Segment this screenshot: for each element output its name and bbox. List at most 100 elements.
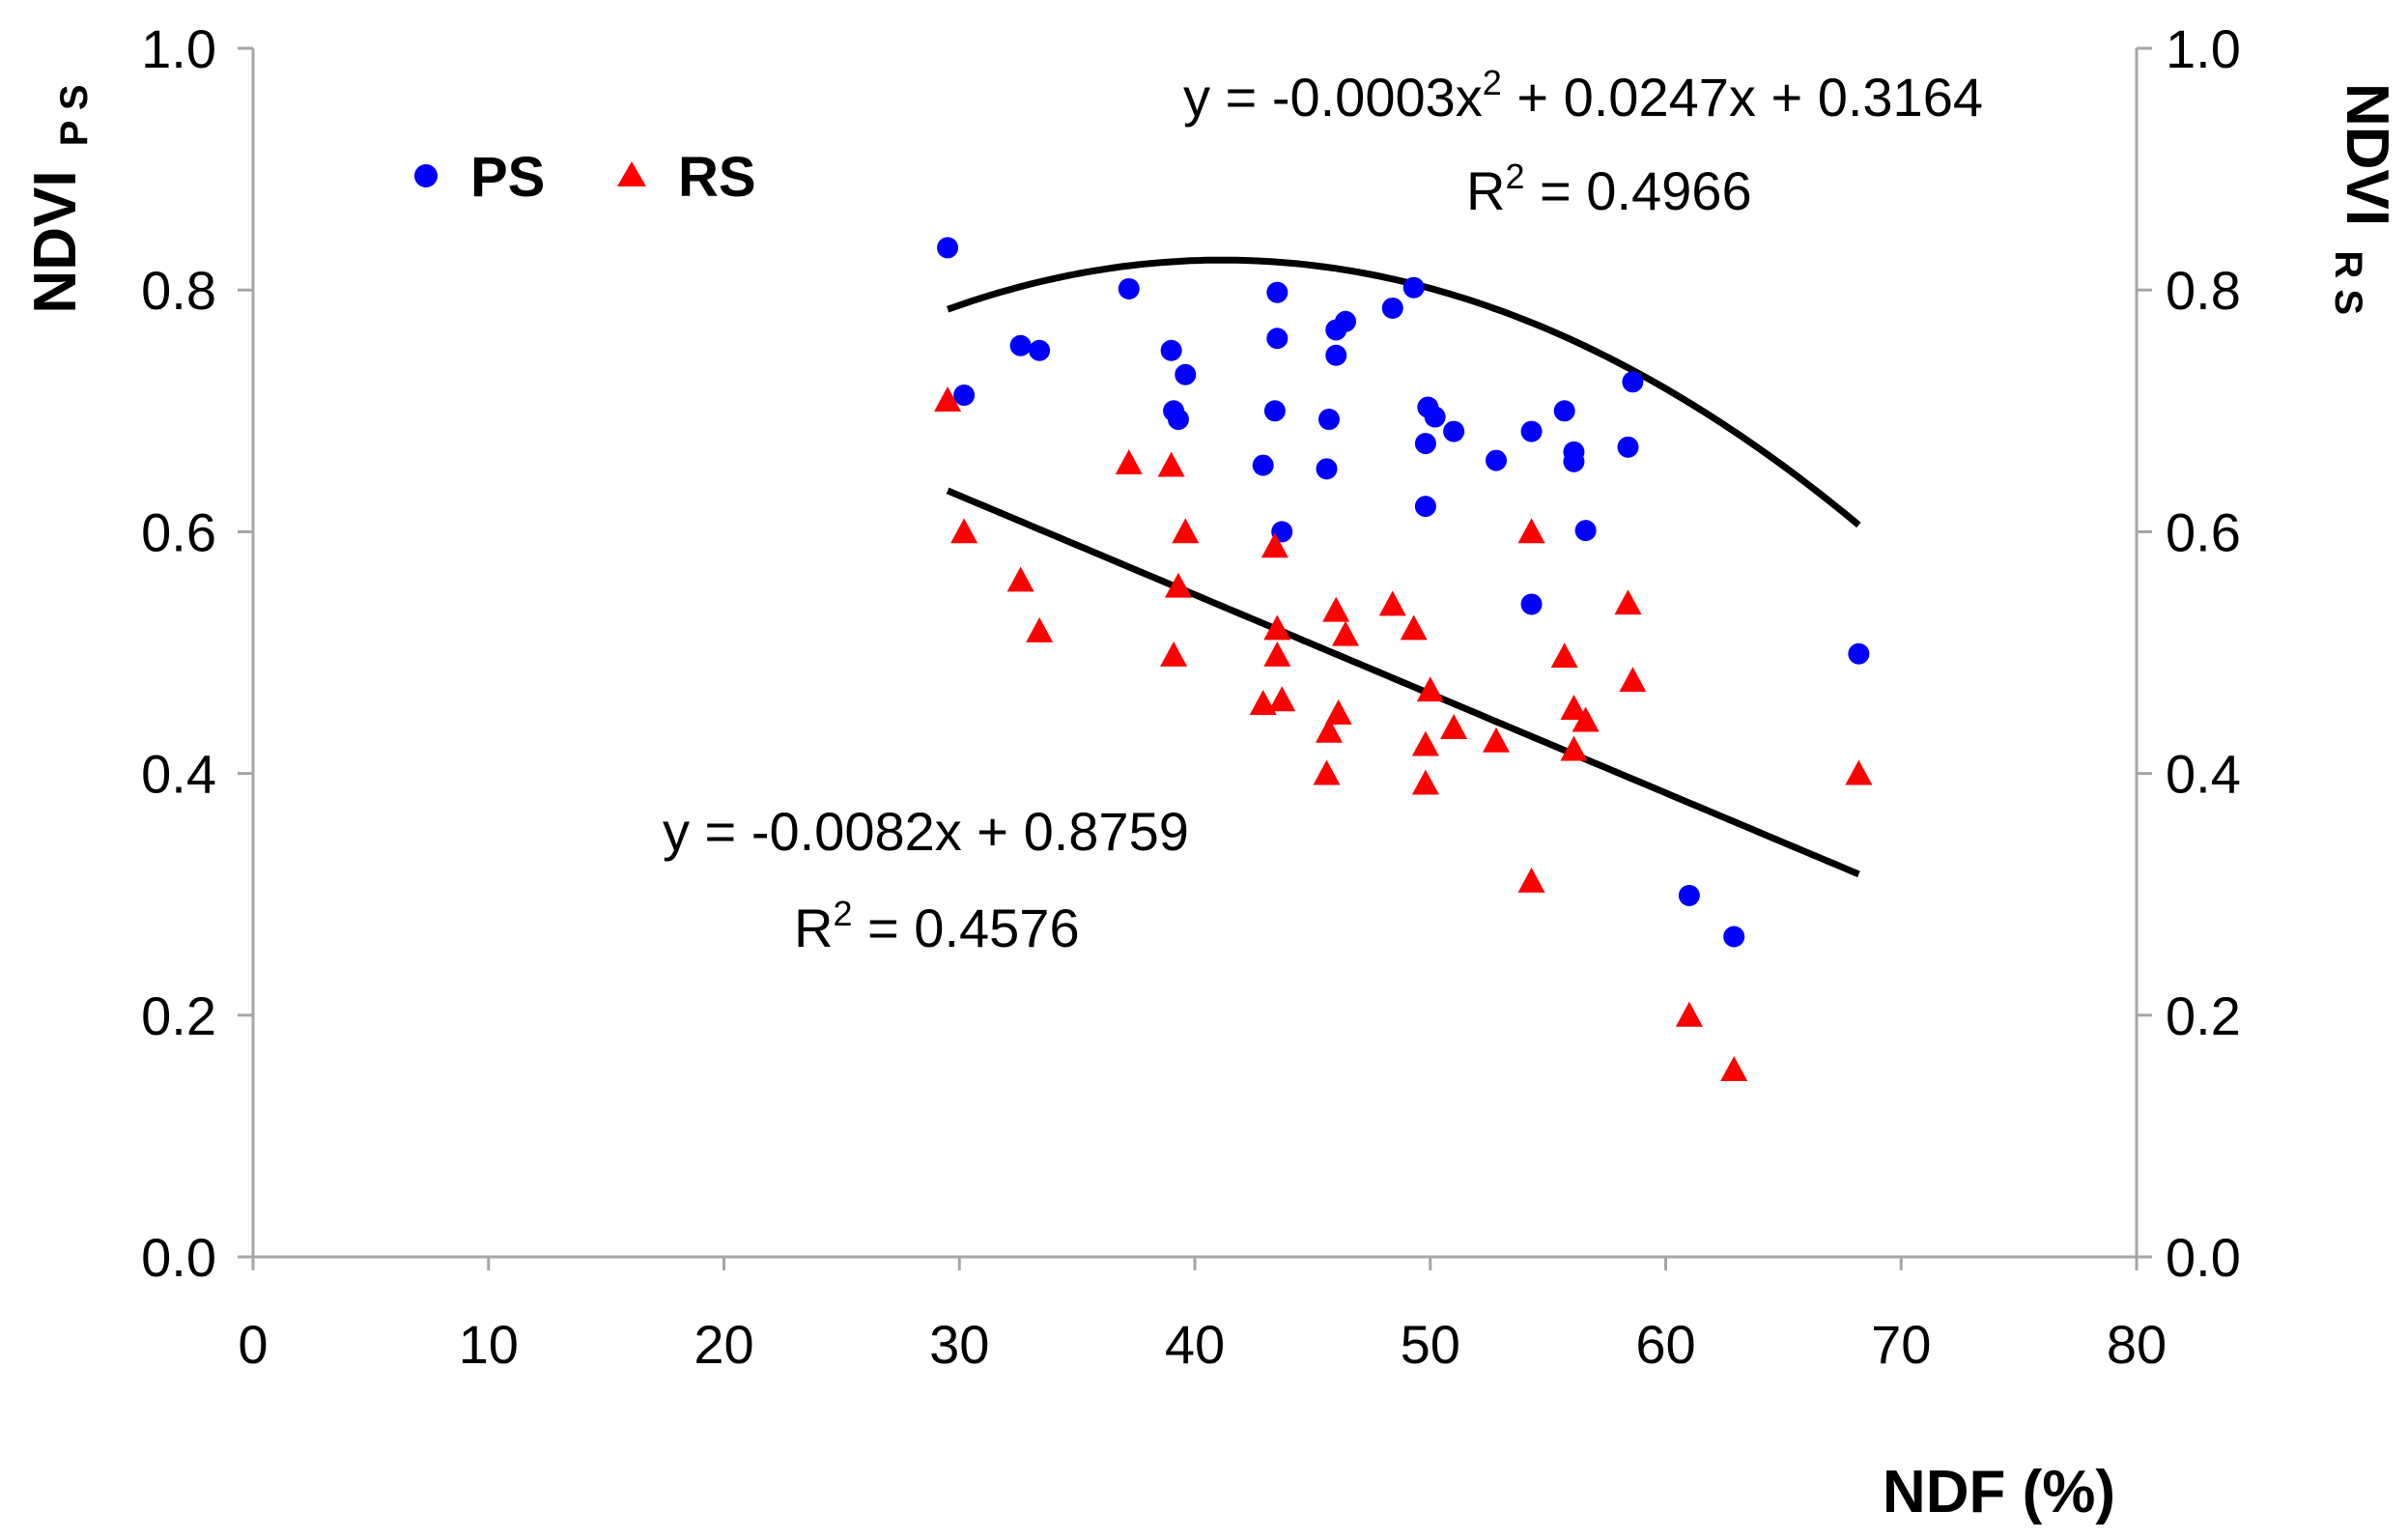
- y-left-tick-label: 0.4: [141, 744, 216, 805]
- ps-data-point: [1317, 409, 1340, 431]
- rs-data-point: [1614, 589, 1642, 615]
- PS-fit-trendline: [946, 256, 1861, 528]
- x-tick-label: 0: [238, 1314, 268, 1375]
- ps-data-point: [1266, 281, 1289, 303]
- x-tick-label: 30: [929, 1314, 989, 1375]
- rs-data-point: [1720, 1056, 1748, 1081]
- y-right-tick-label: 0.6: [2166, 501, 2241, 562]
- ps-data-point: [1443, 420, 1465, 442]
- ps-data-point: [1553, 400, 1575, 422]
- rs-data-point: [1313, 759, 1341, 785]
- rs-data-point: [1006, 566, 1034, 592]
- ps-data-point: [1414, 433, 1436, 455]
- legend-rs-marker-icon: [617, 161, 646, 186]
- x-tick-label: 10: [459, 1314, 519, 1375]
- rs-data-point: [1378, 590, 1406, 616]
- ps-data-point: [1520, 420, 1543, 442]
- x-axis-title: NDF (%): [1883, 1459, 2115, 1525]
- x-tick-label: 80: [2107, 1314, 2167, 1375]
- y-right-tick-label: 0.4: [2166, 744, 2241, 805]
- ps-fit-r2-suffix: = 0.4966: [1524, 160, 1751, 221]
- y-left-tick-label: 0.0: [141, 1227, 216, 1288]
- rs-data-point: [1164, 572, 1192, 598]
- rs-data-point: [1026, 616, 1054, 642]
- ps-data-point: [1486, 449, 1507, 471]
- y-axis-left-title-sub: P S: [53, 84, 96, 146]
- rs-data-point: [1560, 735, 1588, 761]
- rs-fit-r2: R2 = 0.4576: [794, 894, 1080, 958]
- y-right-tick-label: 0.8: [2166, 260, 2241, 321]
- rs-data-point: [1268, 686, 1296, 712]
- rs-data-point: [1517, 867, 1545, 893]
- y-left-tick-label: 0.6: [141, 501, 216, 562]
- legend-ps-marker-icon: [414, 164, 438, 187]
- y-axis-right-ticks: 0.0 0.2 0.4 0.6 0.8 1.0: [2137, 18, 2241, 1288]
- rs-data-point: [1324, 699, 1352, 725]
- ps-data-point: [1520, 593, 1543, 615]
- y-axis-right-title-sub: R S: [2327, 250, 2369, 315]
- ps-fit-r2-sup: 2: [1505, 157, 1524, 196]
- y-right-tick-label: 0.0: [2166, 1227, 2241, 1288]
- rs-data-point: [1675, 1001, 1703, 1027]
- ps-data-point: [1252, 454, 1274, 476]
- rs-data-point: [1263, 641, 1291, 667]
- ps-fit-r2-prefix: R: [1466, 160, 1505, 221]
- ps-fit-equation-prefix: y = -0.0003x: [1183, 67, 1483, 128]
- ps-data-point: [1563, 450, 1585, 472]
- rs-data-point: [1619, 667, 1647, 693]
- rs-data-point: [1332, 620, 1359, 646]
- x-tick-label: 70: [1871, 1314, 1931, 1375]
- rs-data-point: [1550, 642, 1578, 669]
- ps-data-point: [1848, 642, 1870, 665]
- y-right-tick-label: 1.0: [2166, 18, 2241, 79]
- x-tick-label: 20: [694, 1314, 753, 1375]
- y-axis-right-title: NDVI R S: [2327, 83, 2400, 315]
- rs-data-point: [1172, 518, 1200, 544]
- rs-data-point: [950, 518, 978, 544]
- data-points: [934, 237, 1873, 1081]
- ps-data-point: [937, 237, 959, 259]
- ps-data-point: [1266, 328, 1289, 350]
- y-left-tick-label: 1.0: [141, 18, 216, 79]
- ps-fit-equation-sup: 2: [1483, 63, 1502, 102]
- rs-data-point: [1315, 717, 1343, 743]
- y-axis-left-title: NDVI P S: [22, 84, 96, 313]
- ps-data-point: [1617, 436, 1639, 458]
- x-tick-label: 60: [1635, 1314, 1695, 1375]
- rs-data-point: [934, 386, 962, 412]
- ps-fit-equation-suffix: + 0.0247x + 0.3164: [1502, 67, 1983, 128]
- y-axis-right-title-main: NDVI: [2334, 83, 2400, 226]
- ps-data-point: [1402, 276, 1425, 299]
- rs-data-point: [1411, 769, 1439, 795]
- rs-data-point: [1261, 532, 1289, 558]
- ps-data-point: [1029, 339, 1051, 361]
- rs-data-point: [1160, 641, 1188, 667]
- ps-data-point: [1574, 520, 1597, 542]
- rs-data-point: [1322, 596, 1350, 622]
- ps-data-point: [1723, 926, 1745, 948]
- legend: PS RS: [414, 146, 756, 209]
- ps-fit-r2: R2 = 0.4966: [1466, 157, 1752, 221]
- ps-data-point: [1263, 400, 1286, 422]
- ps-data-point: [1160, 339, 1182, 361]
- y-left-tick-label: 0.2: [141, 985, 216, 1046]
- ps-data-point: [1678, 884, 1700, 906]
- ps-data-point: [1335, 310, 1356, 332]
- rs-fit-r2-suffix: = 0.4576: [852, 898, 1079, 958]
- ps-data-point: [1175, 363, 1197, 385]
- rs-data-point: [1400, 614, 1428, 641]
- ps-data-point: [1622, 371, 1644, 393]
- rs-data-point: [1845, 759, 1873, 785]
- legend-ps-label: PS: [470, 146, 545, 209]
- ps-fit-equation: y = -0.0003x2 + 0.0247x + 0.3164: [1183, 63, 1983, 128]
- ps-data-point: [1414, 496, 1436, 518]
- rs-data-point: [1411, 730, 1439, 756]
- rs-data-point: [1440, 714, 1468, 739]
- rs-data-point: [1263, 614, 1291, 641]
- trendlines: [946, 256, 1861, 878]
- x-tick-label: 50: [1401, 1314, 1460, 1375]
- rs-fit-r2-prefix: R: [794, 898, 833, 958]
- y-axis-left-ticks: 0.0 0.2 0.4 0.6 0.8 1.0: [141, 18, 253, 1288]
